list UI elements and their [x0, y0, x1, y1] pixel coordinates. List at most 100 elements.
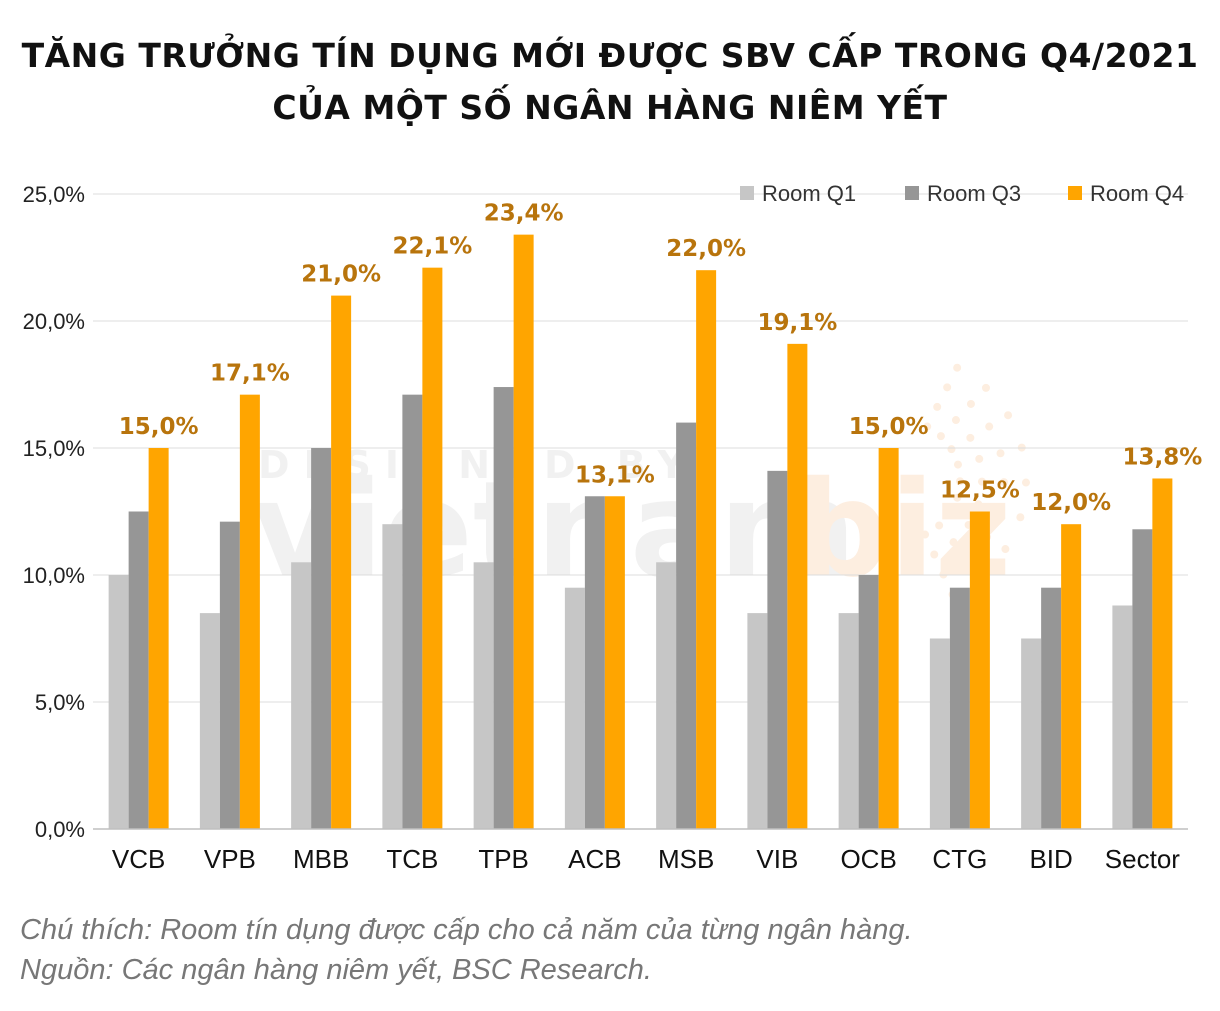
x-tick-label: BID [1029, 844, 1072, 874]
watermark-dot [936, 432, 945, 441]
bar-room-q1 [199, 613, 220, 829]
bar-room-q1 [473, 562, 494, 829]
y-tick-label: 10,0% [23, 563, 85, 588]
data-label: 12,0% [1031, 490, 1111, 516]
bar-room-q4 [787, 343, 808, 829]
watermark-dot [953, 460, 962, 469]
note-text: Chú thích: Room tín dụng được cấp cho cả… [20, 914, 913, 946]
bar-room-q4 [422, 267, 443, 829]
watermark-brand-a: vietnam [252, 453, 857, 607]
bar-room-q4 [969, 511, 990, 829]
watermark-dot [977, 477, 986, 486]
watermark-dot [966, 399, 975, 408]
watermark-dot [955, 477, 964, 486]
watermark-dot [966, 433, 975, 442]
chart-notes: Chú thích: Room tín dụng được cấp cho cả… [20, 910, 913, 990]
bar-room-q4 [604, 496, 625, 829]
watermark-dot [935, 521, 944, 530]
data-label: 22,1% [392, 234, 472, 260]
y-tick-label: 0,0% [35, 817, 85, 842]
bar-room-q4 [1061, 524, 1082, 829]
watermark-dot [1004, 411, 1013, 420]
watermark-dot [939, 570, 948, 579]
data-label: 13,1% [575, 462, 655, 488]
x-tick-label: TPB [478, 844, 529, 874]
legend-label: Room Q4 [1090, 181, 1184, 206]
watermark-dot [1001, 545, 1010, 554]
bar-room-q3 [858, 575, 879, 829]
bar-room-q3 [1041, 587, 1062, 829]
watermark-dot [995, 506, 1004, 515]
bar-room-q4 [696, 270, 717, 829]
watermark-dot [930, 550, 939, 559]
legend-swatch [905, 186, 919, 200]
bar-room-q3 [128, 511, 149, 829]
bar-room-q3 [493, 387, 514, 829]
y-tick-label: 25,0% [23, 182, 85, 207]
watermark-dot [996, 449, 1005, 458]
bar-room-q3 [1132, 529, 1153, 829]
y-tick-label: 5,0% [35, 690, 85, 715]
watermark-dot [946, 508, 955, 517]
x-tick-label: VCB [112, 844, 165, 874]
data-label: 22,0% [666, 236, 746, 262]
watermark-dot [923, 422, 932, 431]
data-label: 23,4% [484, 201, 564, 227]
watermark-dot [999, 478, 1008, 487]
bar-room-q3 [219, 521, 240, 829]
bar-room-q1 [1112, 605, 1133, 829]
watermark-dot [981, 383, 990, 392]
watermark-dot [951, 416, 960, 425]
x-tick-label: OCB [840, 844, 896, 874]
bar-room-q4 [878, 448, 899, 829]
bar-room-q3 [767, 470, 788, 829]
bar-room-q1 [564, 587, 585, 829]
legend-swatch [1068, 186, 1082, 200]
data-label: 15,0% [849, 414, 929, 440]
x-tick-label: Sector [1105, 844, 1180, 874]
data-label: 21,0% [301, 262, 381, 288]
y-tick-label: 20,0% [23, 309, 85, 334]
x-tick-label: CTG [932, 844, 987, 874]
bar-room-q1 [838, 613, 859, 829]
watermark-dot [1016, 513, 1025, 522]
data-label: 12,5% [940, 478, 1020, 504]
data-label: 19,1% [757, 310, 837, 336]
chart-title: TĂNG TRƯỞNG TÍN DỤNG MỚI ĐƯỢC SBV CẤP TR… [0, 30, 1220, 134]
x-tick-label: MSB [658, 844, 714, 874]
bar-chart: DESIGNED BYvietnambiz0,0%5,0%10,0%15,0%2… [23, 181, 1203, 874]
watermark-dot [921, 530, 930, 539]
data-label: 17,1% [210, 361, 290, 387]
bar-room-q1 [291, 562, 312, 829]
bar-room-q3 [949, 587, 970, 829]
y-tick-label: 15,0% [23, 436, 85, 461]
watermark-dot [975, 454, 984, 463]
chart-title-line-2: CỦA MỘT SỐ NGÂN HÀNG NIÊM YẾT [272, 88, 948, 127]
chart-title-line-1: TĂNG TRƯỞNG TÍN DỤNG MỚI ĐƯỢC SBV CẤP TR… [21, 36, 1199, 75]
bar-room-q4 [513, 234, 534, 829]
x-tick-label: TCB [386, 844, 438, 874]
data-label: 13,8% [1122, 444, 1202, 470]
data-label: 15,0% [119, 414, 199, 440]
bar-room-q4 [1152, 478, 1173, 829]
bar-room-q4 [239, 394, 260, 829]
x-tick-label: ACB [568, 844, 621, 874]
bar-room-q3 [402, 394, 423, 829]
watermark-dot [933, 402, 942, 411]
bar-room-q4 [331, 295, 352, 830]
bar-room-q3 [584, 496, 605, 829]
bar-room-q4 [148, 448, 169, 829]
watermark-dot [953, 363, 962, 372]
bar-room-q3 [311, 448, 332, 829]
watermark-dot [947, 445, 956, 454]
x-tick-label: MBB [293, 844, 349, 874]
source-text: Nguồn: Các ngân hàng niêm yết, BSC Resea… [20, 954, 652, 986]
watermark-dot [963, 554, 972, 563]
bar-room-q1 [382, 524, 403, 829]
legend-swatch [740, 186, 754, 200]
watermark-dot [985, 422, 994, 431]
watermark-dot [953, 493, 962, 502]
bar-room-q1 [656, 562, 677, 829]
x-tick-label: VIB [756, 844, 798, 874]
x-tick-label: VPB [204, 844, 256, 874]
